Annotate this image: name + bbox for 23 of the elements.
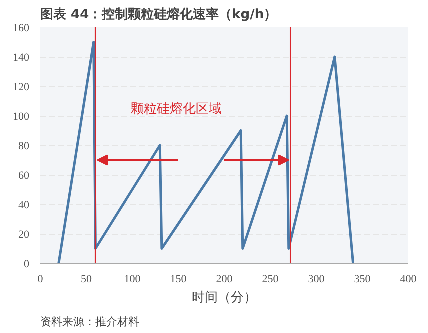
- y-tick-label: 20: [18, 229, 30, 241]
- x-tick-label: 400: [400, 274, 418, 286]
- annotation: 颗粒硅熔化区域: [131, 102, 222, 118]
- x-tick-label: 0: [38, 274, 44, 286]
- x-tick-label: 250: [262, 274, 280, 286]
- x-tick-label: 100: [124, 274, 142, 286]
- y-tick-label: 100: [13, 111, 30, 123]
- line-series: [58, 41, 355, 264]
- x-tick-label: 350: [354, 274, 372, 286]
- y-tick-label: 120: [13, 82, 30, 94]
- text: 资料来源：推介材料: [40, 316, 140, 328]
- x-tick-label: 50: [81, 274, 92, 286]
- x-tick-label: 150: [170, 274, 188, 286]
- y-tick-label: 140: [13, 52, 30, 64]
- y-tick-label: 60: [18, 170, 30, 182]
- x-tick-label: 200: [216, 274, 234, 286]
- x-axis-title: 时间（分）: [192, 290, 257, 306]
- y-tick-label: 40: [18, 200, 30, 212]
- chart-title: 图表 44：控制颗粒硅熔化速率（kg/h）: [40, 6, 278, 22]
- y-tick-label: 80: [18, 140, 30, 152]
- y-tick-label: 0: [24, 258, 30, 270]
- y-tick-label: 160: [13, 22, 30, 34]
- x-tick-label: 300: [308, 274, 326, 286]
